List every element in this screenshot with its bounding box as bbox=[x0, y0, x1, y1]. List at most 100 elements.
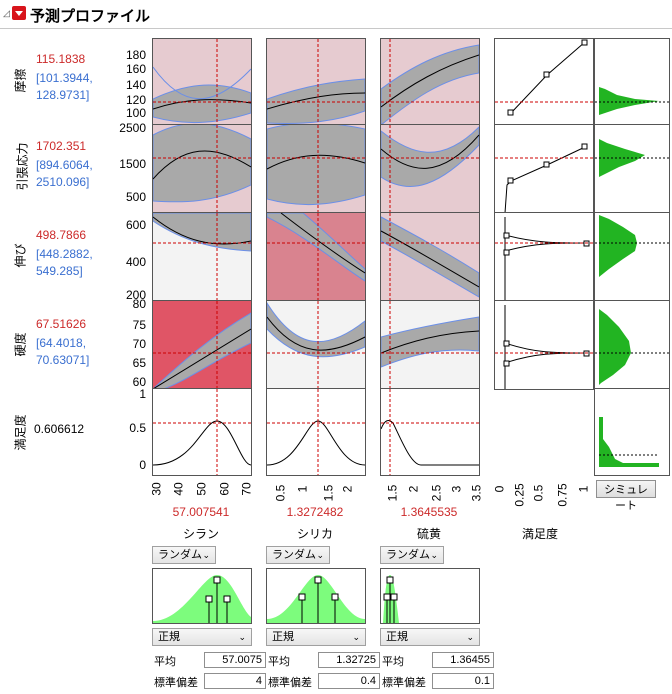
mean-label-sulfur: 平均 bbox=[382, 656, 404, 668]
x-tick: 0.25 bbox=[512, 483, 527, 507]
factor-name-sulfur: 硫黄 bbox=[416, 527, 441, 541]
collapse-triangle-icon[interactable]: ◿ bbox=[3, 8, 10, 18]
y-tick: 0 bbox=[139, 458, 146, 472]
sd-label-sulfur: 標準偏差 bbox=[382, 677, 426, 689]
response-value-hardness: 67.51626 bbox=[36, 317, 87, 331]
x-tick: 0.75 bbox=[555, 483, 570, 507]
distribution-dropdown-silane[interactable]: 正規 ⌄ bbox=[152, 628, 252, 646]
desirability-function-friction[interactable] bbox=[494, 38, 594, 126]
x-tick: 30 bbox=[149, 482, 164, 496]
response-value-friction: 115.1838 bbox=[36, 52, 86, 66]
mean-label-silica: 平均 bbox=[268, 656, 290, 668]
x-tick: 3.5 bbox=[469, 484, 484, 502]
chevron-down-icon: ⌄ bbox=[352, 632, 360, 642]
response-ci-high-elongation: 549.285] bbox=[36, 264, 83, 278]
desirability-function-elongation[interactable] bbox=[494, 212, 594, 302]
profile-plot-sulfur-stress[interactable] bbox=[380, 124, 480, 214]
profile-plot-silane-elongation[interactable] bbox=[152, 212, 252, 302]
factor-value-silane[interactable]: 57.007541 bbox=[172, 505, 230, 519]
method-dropdown-silane[interactable]: ランダム ⌄ bbox=[152, 546, 216, 564]
profiler-header[interactable]: ◿ 予測プロファイル bbox=[0, 0, 672, 29]
mean-label-silane: 平均 bbox=[154, 656, 176, 668]
y-tick: 140 bbox=[125, 78, 146, 92]
method-dropdown-label: ランダム bbox=[386, 549, 430, 561]
desirability-plot-silane[interactable] bbox=[152, 388, 252, 476]
chevron-down-icon: ⌄ bbox=[466, 632, 474, 642]
factor-value-sulfur[interactable]: 1.3645535 bbox=[400, 505, 458, 519]
distribution-dropdown-label: 正規 bbox=[272, 631, 294, 643]
y-tick: 60 bbox=[132, 375, 146, 389]
desirability-function-hardness[interactable] bbox=[494, 300, 594, 390]
x-tick: 70 bbox=[239, 482, 254, 496]
profile-plot-silica-stress[interactable] bbox=[266, 124, 366, 214]
x-tick: 2 bbox=[340, 485, 355, 493]
y-tick: 0.5 bbox=[129, 421, 146, 435]
response-ci-low-friction: [101.3944, bbox=[36, 71, 93, 85]
simulation-histogram-hardness bbox=[594, 300, 670, 390]
x-tick: 0 bbox=[492, 485, 507, 493]
sd-input-silane[interactable]: 4 bbox=[204, 673, 266, 689]
y-tick: 180 bbox=[125, 48, 146, 62]
mean-input-sulfur[interactable]: 1.36455 bbox=[432, 652, 494, 668]
x-tick: 1 bbox=[576, 485, 591, 493]
y-tick: 2500 bbox=[119, 121, 146, 135]
method-dropdown-label: ランダム bbox=[158, 549, 202, 561]
x-tick: 40 bbox=[171, 482, 186, 496]
response-ci-low-elongation: [448.2882, bbox=[36, 247, 93, 261]
desirability-value: 0.606612 bbox=[34, 422, 85, 436]
simulate-button[interactable]: シミュレート bbox=[596, 480, 656, 512]
y-tick: 200 bbox=[125, 288, 146, 302]
sd-input-sulfur[interactable]: 0.1 bbox=[432, 673, 494, 689]
response-ci-high-stress: 2510.096] bbox=[36, 175, 90, 189]
y-tick: 1500 bbox=[119, 157, 146, 171]
y-tick: 120 bbox=[125, 93, 146, 107]
profile-plot-sulfur-friction[interactable] bbox=[380, 38, 480, 126]
page-title: 予測プロファイル bbox=[30, 8, 151, 25]
x-tick: 2 bbox=[406, 485, 421, 493]
method-dropdown-silica[interactable]: ランダム ⌄ bbox=[266, 546, 330, 564]
factor-value-silica[interactable]: 1.3272482 bbox=[286, 505, 344, 519]
response-name-stress: 引張応力 bbox=[15, 142, 30, 191]
profile-plot-silane-hardness[interactable] bbox=[152, 300, 252, 390]
desirability-plot-sulfur[interactable] bbox=[380, 388, 480, 476]
red-triangle-menu-icon[interactable] bbox=[12, 6, 26, 20]
y-tick: 100 bbox=[125, 106, 146, 120]
y-tick: 500 bbox=[125, 190, 146, 204]
profile-plot-silica-elongation[interactable] bbox=[266, 212, 366, 302]
distribution-dropdown-silica[interactable]: 正規 ⌄ bbox=[266, 628, 366, 646]
desirability-function-stress[interactable] bbox=[494, 124, 594, 214]
method-dropdown-label: ランダム bbox=[272, 549, 316, 561]
chevron-down-icon: ⌄ bbox=[238, 632, 246, 642]
desirability-plot-silica[interactable] bbox=[266, 388, 366, 476]
desirability-name: 満足度 bbox=[13, 414, 28, 451]
mean-input-silica[interactable]: 1.32725 bbox=[318, 652, 380, 668]
distribution-preview-sulfur[interactable] bbox=[380, 568, 480, 624]
response-name-hardness: 硬度 bbox=[13, 332, 28, 357]
sd-input-silica[interactable]: 0.4 bbox=[318, 673, 380, 689]
factor-name-silane: シラン bbox=[182, 527, 219, 541]
x-tick: 1 bbox=[295, 485, 310, 493]
mean-input-silane[interactable]: 57.0075 bbox=[204, 652, 266, 668]
x-tick: 2.5 bbox=[429, 484, 444, 502]
response-name-elongation: 伸び bbox=[13, 243, 28, 268]
profile-plot-silica-friction[interactable] bbox=[266, 38, 366, 126]
profile-plot-sulfur-elongation[interactable] bbox=[380, 212, 480, 302]
profile-plot-sulfur-hardness[interactable] bbox=[380, 300, 480, 390]
y-tick: 75 bbox=[132, 318, 146, 332]
response-name-friction: 摩擦 bbox=[13, 68, 28, 93]
x-tick: 0.5 bbox=[531, 484, 546, 502]
profile-plot-silane-friction[interactable] bbox=[152, 38, 252, 126]
method-dropdown-sulfur[interactable]: ランダム ⌄ bbox=[380, 546, 444, 564]
simulation-histogram-desirability bbox=[594, 388, 670, 476]
distribution-dropdown-sulfur[interactable]: 正規 ⌄ bbox=[380, 628, 480, 646]
distribution-preview-silica[interactable] bbox=[266, 568, 366, 624]
profile-plot-silica-hardness[interactable] bbox=[266, 300, 366, 390]
distribution-dropdown-label: 正規 bbox=[158, 631, 180, 643]
distribution-preview-silane[interactable] bbox=[152, 568, 252, 624]
response-ci-low-stress: [894.6064, bbox=[36, 158, 93, 172]
profile-plot-silane-stress[interactable] bbox=[152, 124, 252, 214]
sd-label-silica: 標準偏差 bbox=[268, 677, 312, 689]
y-tick: 400 bbox=[125, 255, 146, 269]
y-tick: 70 bbox=[132, 337, 146, 351]
response-ci-high-hardness: 70.63071] bbox=[36, 353, 90, 367]
